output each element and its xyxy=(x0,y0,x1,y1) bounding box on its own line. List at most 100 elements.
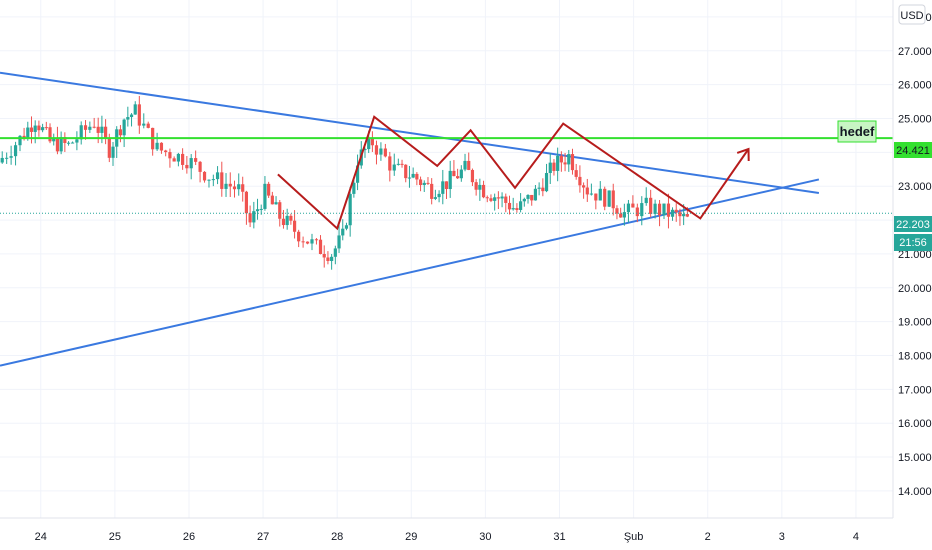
pattern-path xyxy=(277,115,750,231)
candle-body xyxy=(653,203,657,214)
candle-body xyxy=(526,194,530,199)
candle-body xyxy=(267,183,271,196)
candle-body xyxy=(330,256,334,262)
candle-body xyxy=(26,127,30,139)
candle-body xyxy=(430,183,434,199)
price-tick-label: 19.000 xyxy=(898,317,932,329)
candle-body xyxy=(66,142,71,144)
candle-body xyxy=(441,181,445,194)
candle-body xyxy=(185,164,189,169)
candle-body xyxy=(118,129,123,136)
candle-body xyxy=(337,235,341,249)
candle-body xyxy=(281,218,286,226)
candle-body xyxy=(433,197,437,199)
hedef-text: hedef xyxy=(840,124,875,139)
grid xyxy=(0,0,893,518)
candle-body xyxy=(341,228,345,236)
trendline-lower xyxy=(0,178,820,367)
candle-body xyxy=(5,157,9,159)
candle-body xyxy=(142,123,146,126)
candle-body xyxy=(470,169,475,183)
candle-body xyxy=(444,181,449,190)
time-tick-label: 30 xyxy=(479,531,491,543)
candle-body xyxy=(352,182,356,194)
candle-body xyxy=(485,197,489,199)
currency-button[interactable]: USD xyxy=(898,4,926,25)
time-tick-label: 27 xyxy=(257,531,269,543)
trendlines xyxy=(0,71,820,367)
candle-body xyxy=(570,154,575,171)
candle-body xyxy=(581,185,586,188)
candle-body xyxy=(674,209,678,213)
candle-body xyxy=(589,193,593,195)
candle-body xyxy=(159,142,164,151)
candle-body xyxy=(493,197,497,201)
candle-body xyxy=(70,142,75,144)
candle-body xyxy=(224,183,228,189)
candle-body xyxy=(367,137,371,150)
candle-body xyxy=(107,137,111,158)
price-tick-label: 18.000 xyxy=(898,350,932,362)
target-price-tag: 24.421 xyxy=(894,142,932,158)
candle-body xyxy=(310,239,314,244)
price-axis[interactable]: 14.000 15.000 16.000 17.000 18.000 19.000 20.0… xyxy=(898,12,932,498)
candle-body xyxy=(666,203,671,217)
candle-body xyxy=(489,198,493,201)
candle-body xyxy=(318,239,323,254)
time-axis[interactable]: 24 25 26 27 28 29 30 31 Şub 2 3 4 xyxy=(35,531,859,543)
candle-body xyxy=(533,188,538,201)
candle-body xyxy=(507,202,512,210)
candle-body xyxy=(598,188,602,201)
candle-body xyxy=(255,209,260,212)
candle-body xyxy=(79,125,83,140)
candle-body xyxy=(548,162,552,173)
time-tick-label: 29 xyxy=(405,531,417,543)
candle-body xyxy=(92,126,96,128)
candle-body xyxy=(270,195,274,205)
candle-body xyxy=(500,196,504,199)
candle-body xyxy=(111,146,115,158)
candle-body xyxy=(541,187,545,192)
candle-body xyxy=(241,184,245,192)
candle-body xyxy=(511,208,515,210)
candle-body xyxy=(13,145,18,157)
candle-body xyxy=(467,160,471,170)
candle-body xyxy=(478,184,482,190)
candle-body xyxy=(122,119,126,136)
price-tick-label: 27.000 xyxy=(898,46,932,58)
candle-body xyxy=(459,169,463,179)
candle-body xyxy=(33,125,37,132)
candle-body xyxy=(515,208,519,210)
time-tick-label: 4 xyxy=(853,531,859,543)
candle-body xyxy=(189,158,193,169)
candle-body xyxy=(355,165,360,183)
candle-body xyxy=(292,220,297,232)
candle-body xyxy=(635,207,639,217)
candle-body xyxy=(274,202,278,205)
candle-body xyxy=(585,187,589,195)
candle-body xyxy=(685,214,689,217)
candle-body xyxy=(37,125,41,131)
hedef-label[interactable]: hedef xyxy=(837,120,877,143)
candle-body xyxy=(18,135,22,146)
candle-body xyxy=(422,182,426,186)
candles xyxy=(0,95,689,270)
price-tick-label: 25.000 xyxy=(898,113,932,125)
countdown-tag: 21:56 xyxy=(894,234,932,251)
current-price-text: 22.203 xyxy=(896,219,930,231)
candle-body xyxy=(400,163,404,165)
candle-body xyxy=(411,173,415,178)
candle-body xyxy=(96,126,100,133)
candle-body xyxy=(202,171,207,181)
trendline-upper xyxy=(0,71,820,194)
candle-body xyxy=(392,164,396,171)
candle-body xyxy=(657,203,662,216)
candle-body xyxy=(211,179,215,181)
candle-body xyxy=(348,193,352,226)
currency-label: USD xyxy=(900,10,923,22)
candle-body xyxy=(83,125,88,130)
candle-body xyxy=(615,208,619,214)
candle-body xyxy=(198,161,202,172)
